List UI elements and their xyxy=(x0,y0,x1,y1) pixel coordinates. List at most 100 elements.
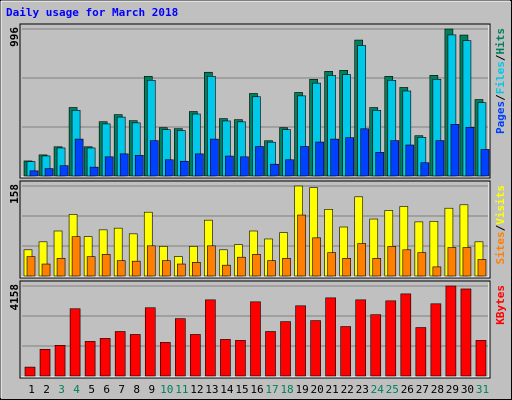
bar xyxy=(312,237,321,277)
legend-entry: Hits xyxy=(494,28,507,55)
bar xyxy=(190,334,201,377)
bar xyxy=(432,266,442,277)
bar xyxy=(220,339,231,377)
bar xyxy=(265,331,276,377)
bar xyxy=(131,260,141,277)
bar xyxy=(270,163,279,177)
bar xyxy=(357,243,367,277)
x-tick-label: 1 xyxy=(28,383,35,396)
bar xyxy=(405,144,415,177)
bar xyxy=(114,331,126,377)
bar xyxy=(24,366,36,377)
bar xyxy=(54,345,66,377)
bar xyxy=(330,138,339,177)
x-tick-label: 3 xyxy=(58,383,65,396)
bar xyxy=(116,260,126,277)
y-tick-label: 4158 xyxy=(8,284,21,311)
x-tick-label: 27 xyxy=(416,383,429,396)
x-tick-label: 10 xyxy=(160,383,173,396)
bar xyxy=(415,327,427,377)
bar xyxy=(205,299,216,377)
x-tick-label: 6 xyxy=(103,383,110,396)
bar xyxy=(89,166,99,177)
bar xyxy=(267,260,276,277)
bar xyxy=(159,342,171,377)
bar xyxy=(285,159,294,177)
bar xyxy=(237,256,246,277)
x-tick-label: 17 xyxy=(265,383,278,396)
bar xyxy=(240,156,249,177)
bar xyxy=(460,288,472,377)
bar xyxy=(360,128,370,177)
bar xyxy=(402,249,412,277)
bar xyxy=(400,293,412,377)
bar xyxy=(325,297,336,377)
x-tick-label: 4 xyxy=(73,383,80,396)
bar xyxy=(387,246,397,277)
bar xyxy=(480,149,490,177)
x-tick-label: 11 xyxy=(175,383,188,396)
x-tick-label: 28 xyxy=(431,383,444,396)
bar xyxy=(462,247,472,277)
bar xyxy=(59,165,69,177)
x-tick-label: 30 xyxy=(461,383,474,396)
x-tick-label: 25 xyxy=(386,383,399,396)
x-tick-label: 26 xyxy=(401,383,414,396)
bar xyxy=(450,124,460,177)
bar xyxy=(222,264,231,277)
bar xyxy=(235,340,246,377)
legend-separator: / xyxy=(494,54,507,61)
x-tick-label: 2 xyxy=(43,383,50,396)
bar xyxy=(210,138,219,177)
bar xyxy=(134,155,144,177)
x-tick-label: 21 xyxy=(326,383,339,396)
bar xyxy=(372,258,382,277)
x-tick-label: 13 xyxy=(205,383,218,396)
bar xyxy=(161,260,171,277)
bar xyxy=(104,156,114,177)
chart-title: Daily usage for March 2018 xyxy=(6,6,178,19)
bar xyxy=(129,334,141,377)
bar xyxy=(177,263,186,277)
bar xyxy=(417,252,427,277)
bar xyxy=(192,262,201,277)
bar xyxy=(390,140,400,177)
bar xyxy=(144,307,156,377)
bar xyxy=(69,308,81,377)
bar xyxy=(295,305,306,377)
bar xyxy=(315,141,324,177)
bar xyxy=(342,258,351,277)
bar xyxy=(26,256,36,277)
bar xyxy=(84,341,96,377)
bar xyxy=(41,263,51,277)
x-tick-label: 23 xyxy=(356,383,369,396)
bar xyxy=(252,254,261,277)
bar xyxy=(250,301,261,377)
bar xyxy=(475,340,487,377)
bar xyxy=(355,299,367,377)
x-tick-label: 9 xyxy=(148,383,155,396)
bar xyxy=(99,338,111,377)
x-tick-label: 5 xyxy=(88,383,95,396)
legend-separator: / xyxy=(494,224,507,231)
x-tick-label: 22 xyxy=(341,383,354,396)
bar xyxy=(300,146,309,177)
legend-entry: Pages xyxy=(494,101,507,134)
bar xyxy=(71,236,81,277)
legend: KBytes xyxy=(494,285,507,325)
legend-entry: KBytes xyxy=(494,285,507,325)
bar xyxy=(420,162,430,177)
x-tick-label: 24 xyxy=(371,383,385,396)
bar xyxy=(195,153,204,177)
bar xyxy=(445,285,457,377)
x-tick-label: 31 xyxy=(476,383,489,396)
bar xyxy=(345,137,354,177)
bar xyxy=(280,321,291,377)
bar xyxy=(146,245,156,277)
x-tick-label: 19 xyxy=(295,383,308,396)
bar xyxy=(385,300,397,377)
bar xyxy=(375,152,385,177)
bar xyxy=(282,258,291,277)
x-tick-label: 20 xyxy=(311,383,324,396)
x-tick-label: 8 xyxy=(133,383,140,396)
